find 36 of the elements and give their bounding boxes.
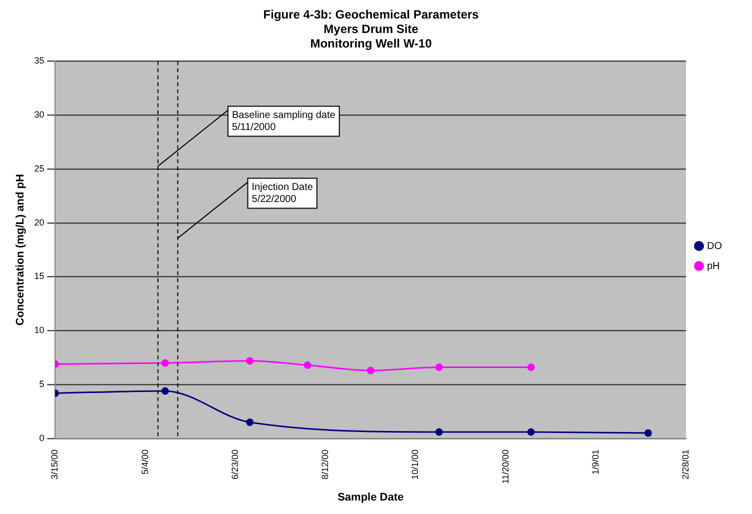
y-tick-label: 30 (34, 110, 44, 120)
point (527, 364, 535, 372)
point (366, 366, 374, 374)
x-tick-label: 2/28/01 (680, 449, 690, 480)
ref-line-label: Baseline sampling date 5/11/2000 (232, 110, 336, 133)
y-tick-label: 10 (34, 325, 44, 336)
x-axis-title: Sample Date (338, 491, 404, 504)
point (161, 387, 169, 395)
y-tick-label: 25 (34, 163, 44, 174)
y-tick-label: 0 (39, 432, 44, 443)
legend-label: pH (707, 260, 720, 272)
point (246, 418, 254, 426)
x-tick-label: 8/12/00 (320, 449, 330, 480)
point (527, 428, 535, 436)
text: Monitoring Well W-10 (310, 36, 432, 50)
y-tick-label: 35 (34, 56, 44, 66)
point (644, 429, 652, 437)
x-tick-label: 1/9/01 (590, 449, 600, 474)
ref-line-label: Injection Date 5/22/2000 (252, 182, 314, 205)
y-tick-label: 20 (34, 217, 44, 228)
y-tick-label: 5 (39, 379, 44, 390)
x-tick-label: 10/1/00 (410, 449, 420, 480)
point (304, 361, 312, 369)
x-tick-label: 6/23/00 (230, 449, 240, 480)
point (435, 364, 443, 372)
x-tick-label: 11/20/00 (500, 449, 510, 484)
text: Myers Drum Site (324, 22, 418, 36)
x-tick-label: 3/15/00 (50, 449, 60, 480)
point (435, 428, 443, 436)
point (246, 357, 254, 365)
legend-label: DO (707, 240, 722, 252)
y-tick-label: 15 (34, 271, 44, 282)
y-axis-title: Concentration (mg/L) and pH (14, 174, 27, 326)
x-tick-label: 5/4/00 (140, 449, 150, 474)
point (161, 359, 169, 367)
text: Figure 4-3b: Geochemical Parameters (263, 8, 479, 22)
